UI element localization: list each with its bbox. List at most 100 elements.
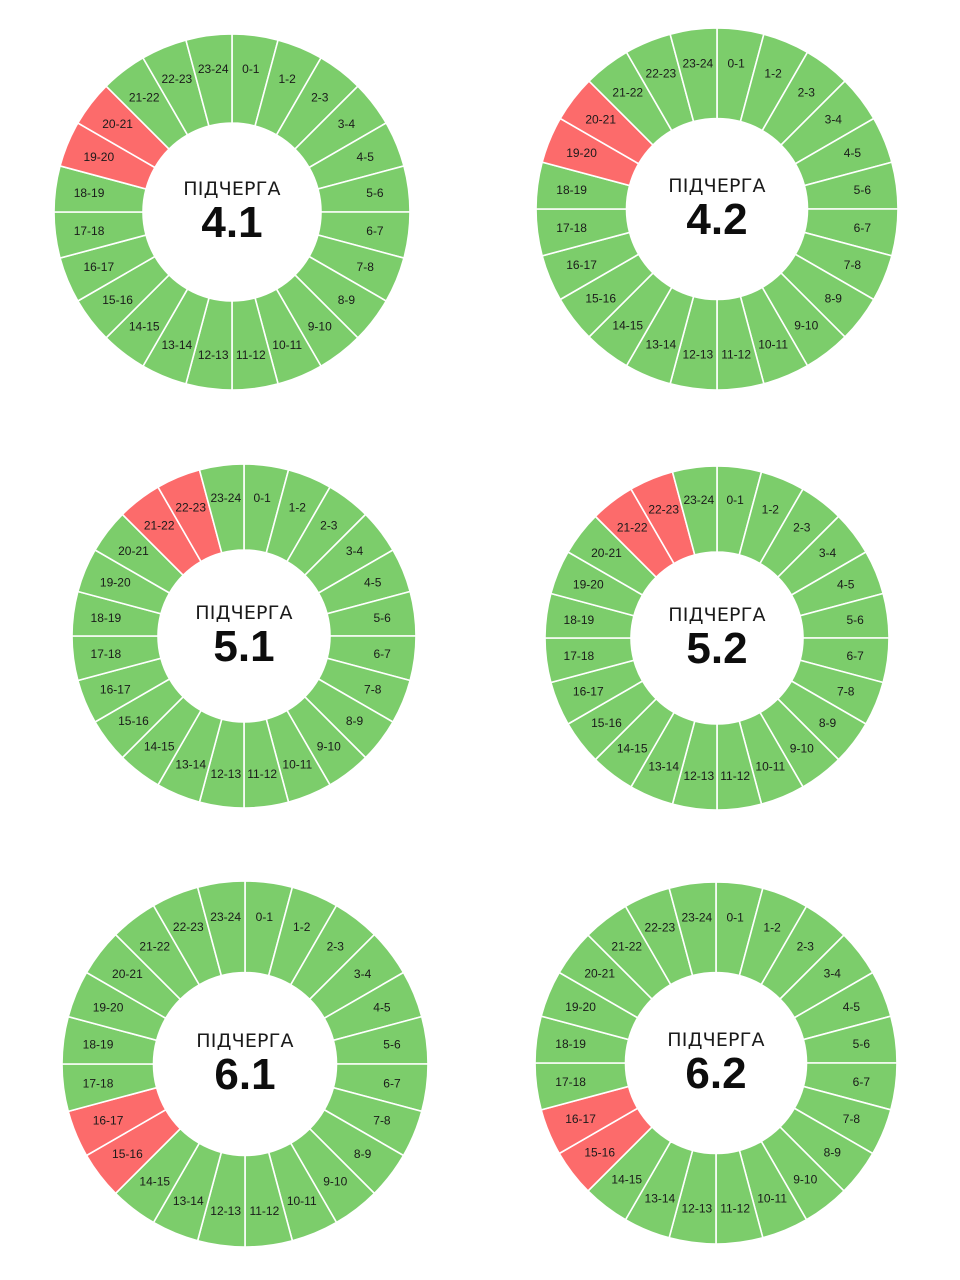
hour-label: 20-21: [112, 967, 143, 981]
hour-label: 2-3: [327, 939, 345, 953]
hour-label: 9-10: [793, 1172, 817, 1186]
wheel-6-2: 0-1 1-2 2-3 3-4 4-5 5-6 6-7 7-8 8-9 9-10 10-11 11-1…: [534, 881, 898, 1245]
hour-label: 16-17: [565, 1112, 596, 1126]
hour-segment-power: [184, 33, 233, 128]
hour-label: 5-6: [383, 1038, 401, 1052]
wheel-chart: 0-1 1-2 2-3 3-4 4-5 5-6 6-7 7-8 8-9 9-10 10-11 11-1…: [61, 880, 429, 1248]
hour-label: 16-17: [100, 682, 131, 696]
wheel-center: ПІДЧЕРГА 5.2: [627, 548, 807, 728]
hour-label: 16-17: [566, 258, 597, 272]
hour-label: 4-5: [844, 146, 862, 160]
hour-label: 2-3: [320, 518, 338, 532]
hour-label: 5-6: [854, 183, 872, 197]
hour-label: 9-10: [308, 319, 332, 333]
hour-label: 17-18: [91, 647, 122, 661]
hour-label: 2-3: [798, 86, 816, 100]
hour-label: 18-19: [564, 613, 595, 627]
hour-label: 22-23: [646, 67, 677, 81]
hour-label: 15-16: [585, 291, 616, 305]
hour-label: 9-10: [794, 318, 818, 332]
wheel-chart: 0-1 1-2 2-3 3-4 4-5 5-6 6-7 7-8 8-9 9-10 10-11 11-1…: [535, 27, 899, 391]
hour-label: 14-15: [144, 740, 175, 754]
hour-label: 3-4: [354, 967, 372, 981]
hour-label: 7-8: [837, 684, 855, 698]
hour-label: 19-20: [83, 150, 114, 164]
hour-label: 23-24: [198, 62, 229, 76]
hour-segment-power: [668, 881, 717, 977]
hour-label: 20-21: [102, 117, 133, 131]
hour-label: 9-10: [317, 740, 341, 754]
hour-label: 14-15: [612, 318, 643, 332]
hour-label: 19-20: [100, 576, 131, 590]
hour-label: 11-12: [720, 1201, 750, 1215]
hour-label: 12-13: [683, 347, 714, 361]
hour-label: 19-20: [93, 1000, 124, 1014]
hour-segment-power: [671, 465, 718, 556]
hour-label: 22-23: [175, 500, 206, 514]
hour-label: 21-22: [144, 518, 175, 532]
wheel-chart: 0-1 1-2 2-3 3-4 4-5 5-6 6-7 7-8 8-9 9-10 10-11 11-1…: [53, 33, 411, 391]
hour-label: 21-22: [139, 939, 170, 953]
hour-label: 20-21: [584, 967, 615, 981]
hour-label: 2-3: [797, 940, 815, 954]
hour-label: 8-9: [824, 1145, 842, 1159]
hour-label: 12-13: [210, 767, 241, 781]
hour-label: 8-9: [346, 714, 364, 728]
hour-label: 0-1: [242, 62, 260, 76]
hour-label: 11-12: [720, 769, 750, 783]
hour-segment-power: [669, 27, 718, 123]
hour-label: 1-2: [289, 500, 307, 514]
hour-label: 10-11: [757, 1191, 787, 1205]
hour-label: 1-2: [762, 502, 780, 516]
hour-label: 14-15: [617, 742, 648, 756]
hour-label: 13-14: [645, 1191, 676, 1205]
subqueue-number: 6.1: [214, 1049, 276, 1099]
hour-label: 15-16: [102, 293, 133, 307]
hour-label: 6-7: [366, 224, 384, 238]
hour-label: 22-23: [648, 502, 679, 516]
subqueue-label: ПІДЧЕРГА: [667, 1028, 765, 1051]
hour-label: 6-7: [854, 221, 872, 235]
hour-label: 12-13: [683, 769, 714, 783]
hour-label: 7-8: [373, 1114, 391, 1128]
hour-label: 12-13: [682, 1201, 713, 1215]
hour-label: 2-3: [793, 520, 811, 534]
hour-label: 0-1: [256, 910, 274, 924]
hour-label: 13-14: [175, 758, 206, 772]
hour-label: 15-16: [118, 714, 149, 728]
wheel-center: ПІДЧЕРГА 4.2: [627, 119, 807, 299]
hour-label: 15-16: [584, 1145, 615, 1159]
hour-label: 2-3: [311, 91, 329, 105]
hour-label: 8-9: [819, 716, 837, 730]
hour-label: 15-16: [112, 1147, 143, 1161]
hour-label: 21-22: [617, 520, 648, 534]
hour-label: 10-11: [758, 337, 788, 351]
subqueue-label: ПІДЧЕРГА: [195, 601, 293, 624]
hour-label: 6-7: [846, 649, 864, 663]
hour-label: 18-19: [74, 186, 105, 200]
hour-label: 1-2: [764, 67, 782, 81]
hour-label: 16-17: [573, 684, 604, 698]
hour-label: 23-24: [682, 911, 713, 925]
hour-label: 11-12: [247, 767, 277, 781]
hour-label: 16-17: [83, 260, 114, 274]
hour-label: 23-24: [683, 57, 714, 71]
subqueue-number: 5.2: [686, 623, 748, 673]
hour-label: 7-8: [364, 682, 382, 696]
hour-label: 18-19: [555, 1037, 586, 1051]
wheel-6-1: 0-1 1-2 2-3 3-4 4-5 5-6 6-7 7-8 8-9 9-10 10-11 11-1…: [61, 880, 429, 1248]
hour-label: 18-19: [91, 611, 122, 625]
wheel-chart: 0-1 1-2 2-3 3-4 4-5 5-6 6-7 7-8 8-9 9-10 10-11 11-1…: [71, 463, 417, 809]
wheel-center: ПІДЧЕРГА 5.1: [154, 546, 334, 726]
hour-label: 3-4: [825, 113, 843, 127]
hour-label: 14-15: [611, 1172, 642, 1186]
hour-label: 7-8: [843, 1112, 861, 1126]
subqueue-number: 4.2: [686, 194, 748, 244]
hour-label: 20-21: [118, 544, 149, 558]
hour-segment-power: [196, 880, 246, 977]
hour-label: 3-4: [824, 967, 842, 981]
subqueue-label: ПІДЧЕРГА: [196, 1029, 294, 1052]
hour-label: 1-2: [293, 920, 311, 934]
hour-label: 18-19: [556, 183, 587, 197]
hour-segment-power: [198, 463, 245, 554]
